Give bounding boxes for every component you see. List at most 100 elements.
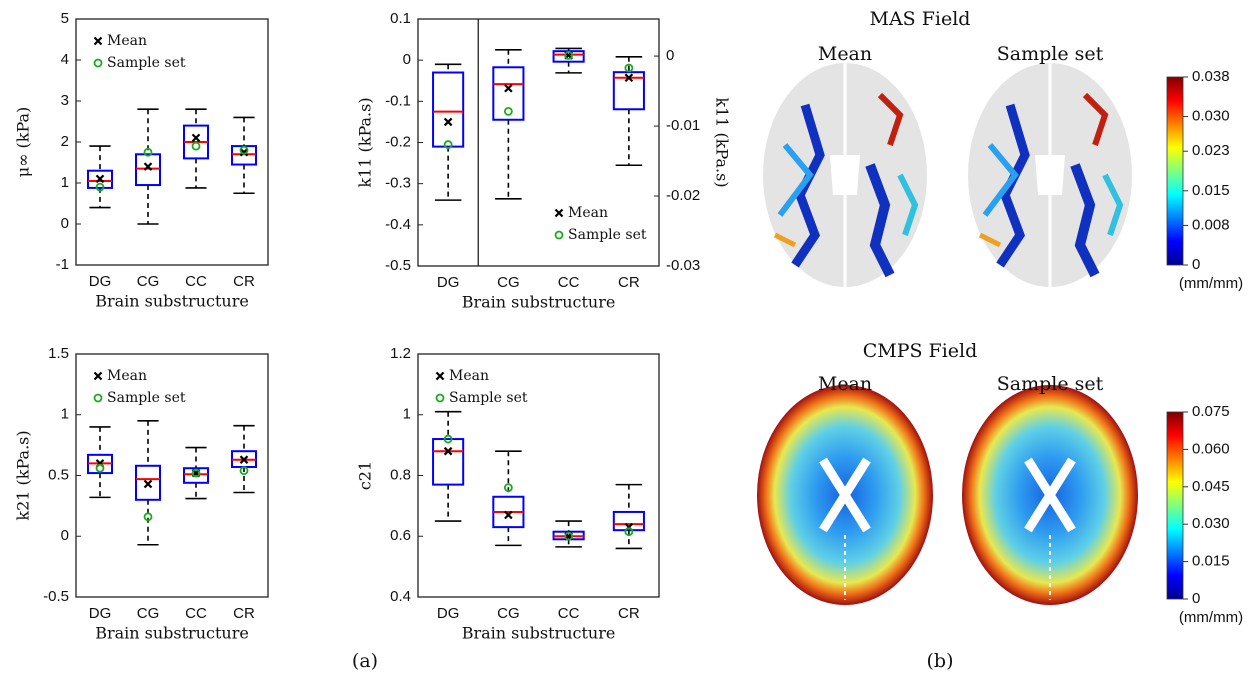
colorbar-tick-label: 0.015 bbox=[1192, 553, 1230, 570]
field-title: MAS Field bbox=[870, 8, 971, 30]
y-tick-label: -0.2 bbox=[385, 133, 411, 150]
x-axis-label: Brain substructure bbox=[462, 624, 616, 643]
y-tick-label: -1 bbox=[56, 256, 69, 273]
y2-tick-label: -0.01 bbox=[666, 117, 700, 134]
mean-marker bbox=[193, 134, 200, 141]
mean-marker bbox=[145, 481, 152, 488]
legend-marker bbox=[95, 395, 102, 402]
y-tick-label: 0 bbox=[403, 51, 411, 68]
legend-marker bbox=[95, 38, 102, 45]
x-tick-label: CR bbox=[618, 274, 640, 291]
x-tick-label: DG bbox=[437, 274, 460, 291]
y-tick-label: -0.5 bbox=[43, 588, 69, 605]
legend-label: Sample set bbox=[107, 55, 186, 71]
y-tick-label: 1 bbox=[403, 406, 411, 423]
x-tick-label: CC bbox=[558, 274, 580, 291]
panel-label: (a) bbox=[352, 650, 378, 672]
y-tick-label: 0.4 bbox=[390, 588, 411, 605]
colorbar-tick-label: 0.023 bbox=[1192, 142, 1230, 159]
y-tick-label: 0.1 bbox=[390, 10, 411, 27]
x-tick-label: CC bbox=[185, 605, 207, 622]
y-axis-label: c21 bbox=[356, 461, 375, 490]
colorbar-tick-label: 0 bbox=[1192, 256, 1200, 273]
panel-title: Sample set bbox=[997, 43, 1104, 65]
y-tick-label: 0 bbox=[61, 215, 69, 232]
box bbox=[136, 154, 160, 185]
sample-marker bbox=[193, 143, 200, 150]
legend-label: Mean bbox=[107, 33, 147, 49]
y2-axis-label: k11 (kPa.s) bbox=[713, 97, 732, 187]
legend-marker bbox=[437, 395, 444, 402]
x-axis-label: Brain substructure bbox=[462, 293, 616, 312]
box bbox=[232, 146, 256, 164]
brain-image bbox=[757, 385, 933, 605]
y-tick-label: 0.8 bbox=[390, 466, 411, 483]
x-tick-label: CC bbox=[558, 605, 580, 622]
x-tick-label: CG bbox=[137, 273, 160, 290]
box bbox=[433, 439, 463, 485]
legend-marker bbox=[437, 373, 444, 380]
legend-label: Mean bbox=[449, 368, 489, 384]
y-tick-label: 1 bbox=[61, 174, 69, 191]
x-tick-label: DG bbox=[89, 605, 112, 622]
colorbar-unit: (mm/mm) bbox=[1179, 609, 1243, 626]
colorbar-unit: (mm/mm) bbox=[1179, 275, 1243, 292]
colorbar-tick-label: 0.060 bbox=[1192, 440, 1230, 457]
x-tick-label: CG bbox=[497, 605, 520, 622]
panel-label: (b) bbox=[927, 650, 954, 672]
y2-tick-label: 0 bbox=[666, 47, 674, 64]
panel-title: Mean bbox=[818, 373, 872, 395]
x-axis-label: Brain substructure bbox=[95, 292, 249, 311]
legend-label: Mean bbox=[568, 205, 608, 221]
x-tick-label: CR bbox=[233, 605, 255, 622]
x-tick-label: CC bbox=[185, 273, 207, 290]
panel-title: Sample set bbox=[997, 373, 1104, 395]
sample-marker bbox=[505, 108, 512, 115]
brain-image bbox=[962, 385, 1138, 605]
y-tick-label: 2 bbox=[61, 133, 69, 150]
x-tick-label: DG bbox=[89, 273, 112, 290]
y-tick-label: 5 bbox=[61, 10, 69, 27]
sample-marker bbox=[97, 465, 104, 472]
y-tick-label: -0.3 bbox=[385, 175, 411, 192]
colorbar-tick-label: 0 bbox=[1192, 590, 1200, 607]
colorbar bbox=[1167, 412, 1183, 599]
legend-label: Mean bbox=[107, 368, 147, 384]
box bbox=[433, 73, 463, 147]
colorbar-tick-label: 0.030 bbox=[1192, 515, 1230, 532]
mean-marker bbox=[505, 85, 512, 92]
legend-label: Sample set bbox=[107, 390, 186, 406]
y-tick-label: -0.1 bbox=[385, 92, 411, 109]
colorbar-tick-label: 0.038 bbox=[1192, 68, 1230, 85]
y-tick-label: 1 bbox=[61, 406, 69, 423]
y-tick-label: -0.4 bbox=[385, 216, 411, 233]
field-title: CMPS Field bbox=[863, 340, 978, 362]
x-tick-label: DG bbox=[437, 605, 460, 622]
legend-label: Sample set bbox=[568, 227, 647, 243]
mean-marker bbox=[445, 118, 452, 125]
colorbar-tick-label: 0.015 bbox=[1192, 182, 1230, 199]
figure: (a) (b) -1012345DGCGCCCRBrain substructu… bbox=[0, 0, 1248, 683]
y-tick-label: 0 bbox=[61, 527, 69, 544]
y-tick-label: 4 bbox=[61, 51, 69, 68]
x-tick-label: CG bbox=[497, 274, 520, 291]
legend-marker bbox=[95, 373, 102, 380]
colorbar-tick-label: 0.008 bbox=[1192, 216, 1230, 233]
y2-tick-label: -0.02 bbox=[666, 187, 700, 204]
colorbar bbox=[1167, 77, 1183, 265]
colorbar-tick-label: 0.045 bbox=[1192, 478, 1230, 495]
x-tick-label: CR bbox=[233, 273, 255, 290]
y-tick-label: -0.5 bbox=[385, 257, 411, 274]
brain-image bbox=[968, 63, 1132, 287]
y-axis-label: k11 (kPa.s) bbox=[356, 97, 375, 187]
x-tick-label: CR bbox=[618, 605, 640, 622]
legend-marker bbox=[556, 210, 563, 217]
y-tick-label: 0.6 bbox=[390, 527, 411, 544]
y-axis-label: k21 (kPa.s) bbox=[14, 430, 33, 520]
y-axis-label: μ∞ (kPa) bbox=[14, 107, 33, 178]
legend-marker bbox=[556, 232, 563, 239]
legend-label: Sample set bbox=[449, 390, 528, 406]
y-tick-label: 1.5 bbox=[48, 345, 69, 362]
x-tick-label: CG bbox=[137, 605, 160, 622]
box bbox=[493, 67, 523, 119]
